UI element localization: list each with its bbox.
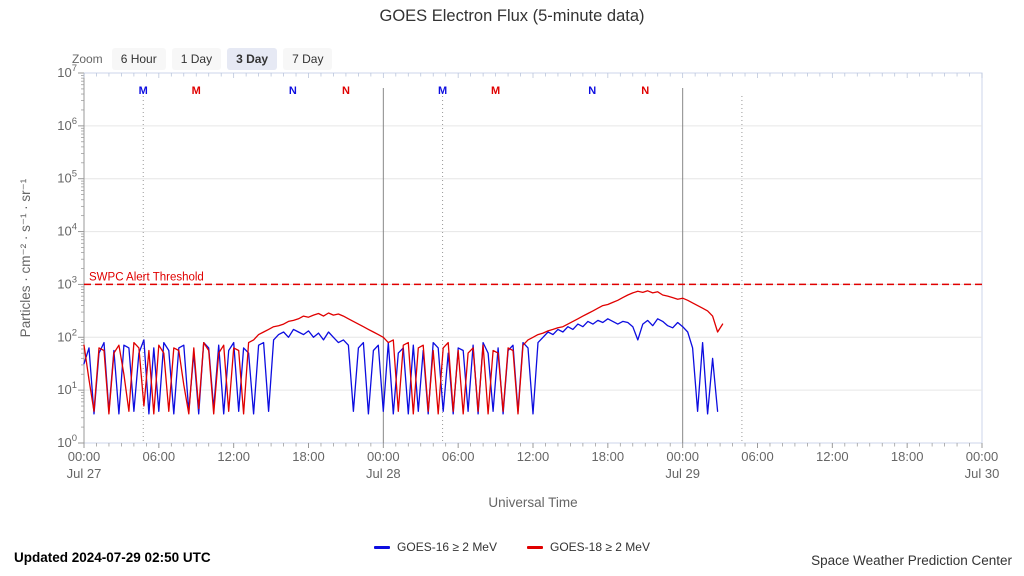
range-button-3-day[interactable]: 3 Day [227, 48, 278, 70]
y-axis-tick-label: 104 [57, 222, 77, 239]
local-time-marker-m: M [192, 85, 201, 97]
credit-text: Space Weather Prediction Center [811, 553, 1012, 568]
local-time-marker-n: N [289, 85, 297, 97]
x-axis-time-label: 18:00 [891, 449, 924, 464]
local-time-marker-n: N [641, 85, 649, 97]
x-axis-day-label: Jul 28 [366, 466, 401, 481]
plot-area[interactable] [83, 72, 983, 444]
y-axis-tick-label: 101 [57, 380, 77, 397]
x-axis-time-label: 12:00 [217, 449, 250, 464]
y-axis-tick-label: 106 [57, 116, 77, 133]
legend-item-goes-18[interactable]: GOES-18 ≥ 2 MeV [527, 540, 650, 554]
zoom-label: Zoom [72, 52, 103, 66]
range-button-6-hour[interactable]: 6 Hour [111, 48, 166, 70]
local-time-marker-m: M [491, 85, 500, 97]
series-line-goes-18[interactable] [83, 290, 724, 415]
y-axis-tick-label: 102 [57, 327, 77, 344]
x-axis-day-label: Jul 29 [665, 466, 700, 481]
range-button-1-day[interactable]: 1 Day [171, 48, 222, 70]
chart-title: GOES Electron Flux (5-minute data) [379, 7, 645, 25]
y-axis-tick-label: 100 [57, 433, 77, 450]
y-axis-tick-label: 105 [57, 169, 77, 186]
x-axis-day-label: Jul 30 [965, 466, 1000, 481]
x-axis-time-label: 00:00 [666, 449, 699, 464]
x-axis-time-label: 00:00 [966, 449, 999, 464]
x-axis-time-label: 18:00 [592, 449, 625, 464]
x-axis-time-label: 18:00 [292, 449, 325, 464]
range-button-7-day[interactable]: 7 Day [283, 48, 333, 70]
legend-dash-icon [527, 545, 543, 549]
x-axis-time-label: 00:00 [68, 449, 101, 464]
local-time-marker-m: M [139, 85, 148, 97]
chart-plot-svg: 100 101 102 103 104 105 106 107 00:00 Jul 27 06:00… [18, 63, 1000, 510]
legend-item-goes-16[interactable]: GOES-16 ≥ 2 MeV [374, 540, 497, 554]
y-axis-tick-label: 103 [57, 274, 77, 291]
chart-legend: GOES-16 ≥ 2 MeV GOES-18 ≥ 2 MeV [0, 540, 1024, 554]
x-axis-title: Universal Time [488, 495, 577, 510]
legend-label: GOES-18 ≥ 2 MeV [550, 540, 650, 554]
swpc-alert-threshold-label: SWPC Alert Threshold [89, 271, 204, 283]
local-time-marker-m: M [438, 85, 447, 97]
x-axis-day-label: Jul 27 [67, 466, 102, 481]
y-axis-tick-label: 107 [57, 63, 77, 80]
x-axis-time-label: 00:00 [367, 449, 400, 464]
legend-dash-icon [374, 545, 391, 549]
x-axis-time-label: 12:00 [816, 449, 849, 464]
range-selector: Zoom 6 Hour 1 Day 3 Day 7 Day [72, 48, 333, 70]
local-time-marker-n: N [342, 85, 350, 97]
updated-timestamp: Updated 2024-07-29 02:50 UTC [14, 550, 211, 565]
x-axis-time-label: 06:00 [442, 449, 475, 464]
x-axis-time-label: 12:00 [517, 449, 550, 464]
local-time-marker-n: N [588, 85, 596, 97]
x-axis-time-label: 06:00 [741, 449, 774, 464]
legend-label: GOES-16 ≥ 2 MeV [397, 540, 497, 554]
x-axis-time-label: 06:00 [143, 449, 176, 464]
y-axis-title: Particles · cm⁻² · s⁻¹ · sr⁻¹ [18, 178, 33, 337]
